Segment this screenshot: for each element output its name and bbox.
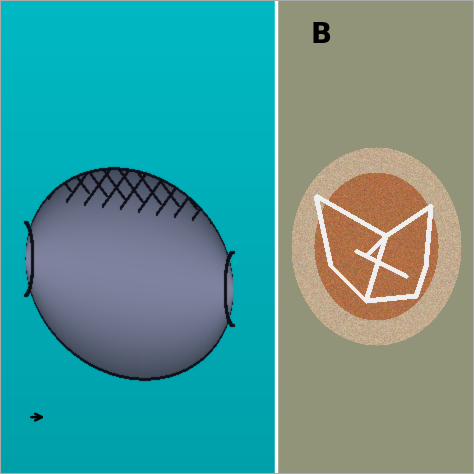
Text: B: B — [310, 21, 332, 49]
